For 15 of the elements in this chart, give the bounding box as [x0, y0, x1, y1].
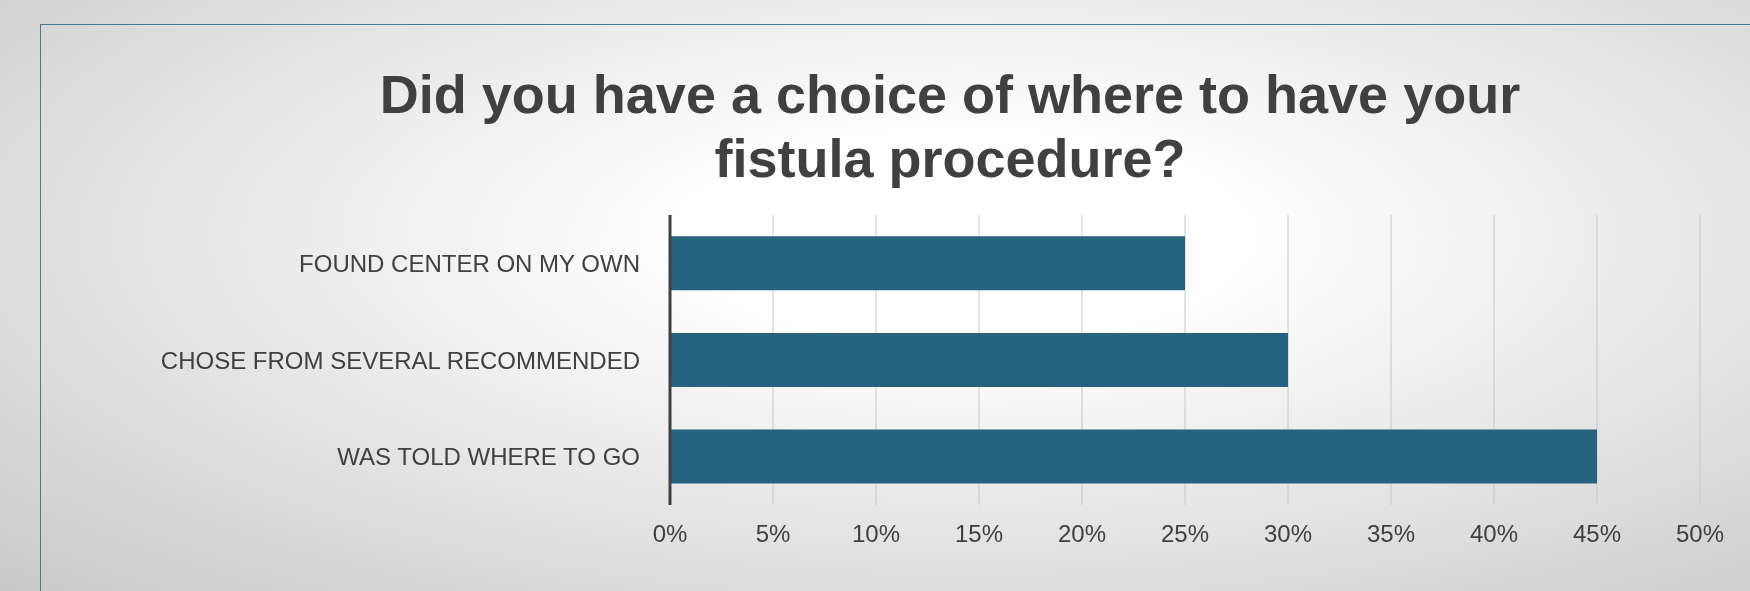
x-tick-label: 20%	[1057, 520, 1107, 548]
y-tick-label: FOUND CENTER ON MY OWN	[299, 249, 640, 277]
x-tick-label: 10%	[851, 520, 901, 548]
x-tick-label: 35%	[1366, 520, 1416, 548]
x-tick-label: 30%	[1263, 520, 1313, 548]
x-tick-label: 25%	[1160, 520, 1210, 548]
x-tick-label: 40%	[1469, 520, 1519, 548]
chart-title: Did you have a choice of where to have your fistula procedure?	[378, 63, 1522, 190]
x-tick-label: 0%	[652, 520, 688, 548]
x-tick-label: 45%	[1572, 520, 1622, 548]
x-tick-label: 5%	[755, 520, 791, 548]
x-tick-label: 15%	[954, 520, 1004, 548]
y-tick-label: CHOSE FROM SEVERAL RECOMMENDED	[160, 346, 640, 374]
x-tick-label: 50%	[1675, 520, 1725, 548]
y-tick-label: WAS TOLD WHERE TO GO	[337, 443, 640, 471]
